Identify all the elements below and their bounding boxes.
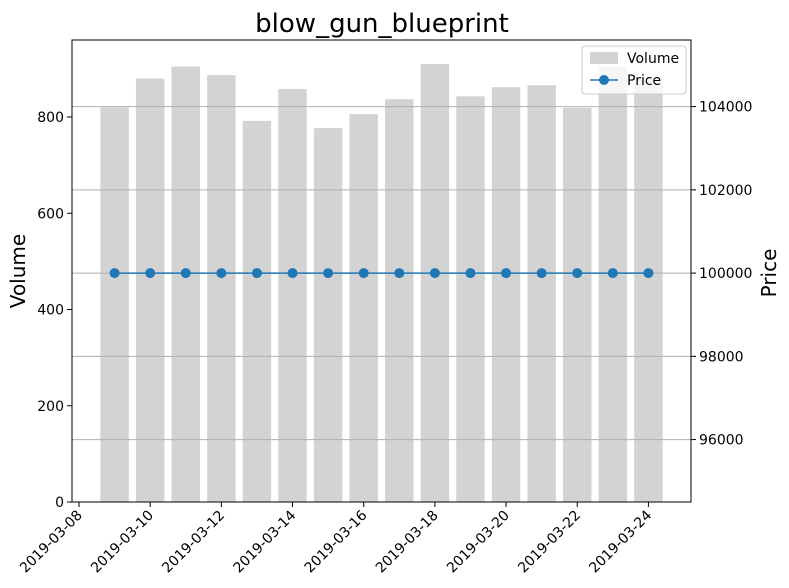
volume-bar xyxy=(349,114,378,503)
x-tick-label: 2019-03-14 xyxy=(231,507,300,576)
left-tick-label: 400 xyxy=(37,303,64,319)
volume-bar xyxy=(420,64,450,502)
chart-title: blow_gun_blueprint xyxy=(255,9,509,39)
volume-bar xyxy=(491,87,521,502)
price-point xyxy=(358,268,369,279)
x-tick-label: 2019-03-18 xyxy=(373,508,442,577)
legend-volume-swatch xyxy=(590,52,618,64)
x-tick-label: 2019-03-22 xyxy=(515,508,584,577)
price-point xyxy=(607,268,618,279)
x-tick-label: 2019-03-16 xyxy=(302,507,371,576)
volume-bar xyxy=(171,66,200,502)
right-axis-label: Price xyxy=(757,249,781,298)
price-point xyxy=(643,268,654,279)
price-point xyxy=(216,268,227,279)
legend-price-label: Price xyxy=(627,73,661,89)
x-tick-label: 2019-03-10 xyxy=(88,508,157,577)
price-point xyxy=(251,268,262,279)
right-axis: 96000 98000 100000 102000 104000 xyxy=(691,100,752,449)
plot-frame xyxy=(71,39,692,503)
left-tick-label: 800 xyxy=(37,110,64,126)
volume-bar xyxy=(100,107,129,502)
legend-volume-label: Volume xyxy=(627,51,679,67)
right-tick-label: 102000 xyxy=(699,183,752,199)
price-point xyxy=(323,268,334,279)
price-point xyxy=(429,268,440,279)
volume-bar xyxy=(634,78,663,502)
volume-bar xyxy=(207,75,236,502)
price-point xyxy=(572,268,583,279)
price-point xyxy=(465,268,476,279)
volume-bar xyxy=(456,96,485,503)
x-tick-label: 2019-03-12 xyxy=(159,508,228,577)
right-tick-label: 100000 xyxy=(699,266,752,282)
volume-bars xyxy=(100,64,663,503)
volume-bar xyxy=(598,66,628,502)
price-line xyxy=(109,268,654,279)
volume-bar xyxy=(527,85,556,503)
price-point xyxy=(287,268,298,279)
x-tick-label: 2019-03-24 xyxy=(586,507,655,576)
price-point xyxy=(394,268,405,279)
left-tick-label: 200 xyxy=(37,399,64,415)
left-tick-label: 600 xyxy=(37,206,64,222)
right-tick-label: 96000 xyxy=(699,433,744,449)
legend: Volume Price xyxy=(581,45,687,95)
x-tick-label: 2019-03-08 xyxy=(17,508,86,577)
left-axis: 0 200 400 600 800 xyxy=(37,110,72,511)
legend-price-marker xyxy=(599,75,609,85)
price-point xyxy=(109,268,120,279)
price-point xyxy=(145,268,156,279)
x-tick-label: 2019-03-20 xyxy=(444,508,513,577)
right-tick-label: 98000 xyxy=(699,349,744,365)
price-point xyxy=(536,268,547,279)
volume-bar xyxy=(135,78,165,502)
price-point xyxy=(180,268,191,279)
volume-bar xyxy=(242,120,272,502)
price-point xyxy=(501,268,512,279)
volume-bar xyxy=(278,89,307,503)
volume-bar xyxy=(385,99,414,502)
left-axis-label: Volume xyxy=(6,234,30,308)
volume-bar xyxy=(563,107,592,502)
x-axis: 2019-03-08 2019-03-10 2019-03-12 2019-03-14… xyxy=(17,502,655,576)
volume-bar xyxy=(313,128,343,502)
right-tick-label: 104000 xyxy=(699,100,752,116)
left-tick-label: 0 xyxy=(55,495,64,511)
